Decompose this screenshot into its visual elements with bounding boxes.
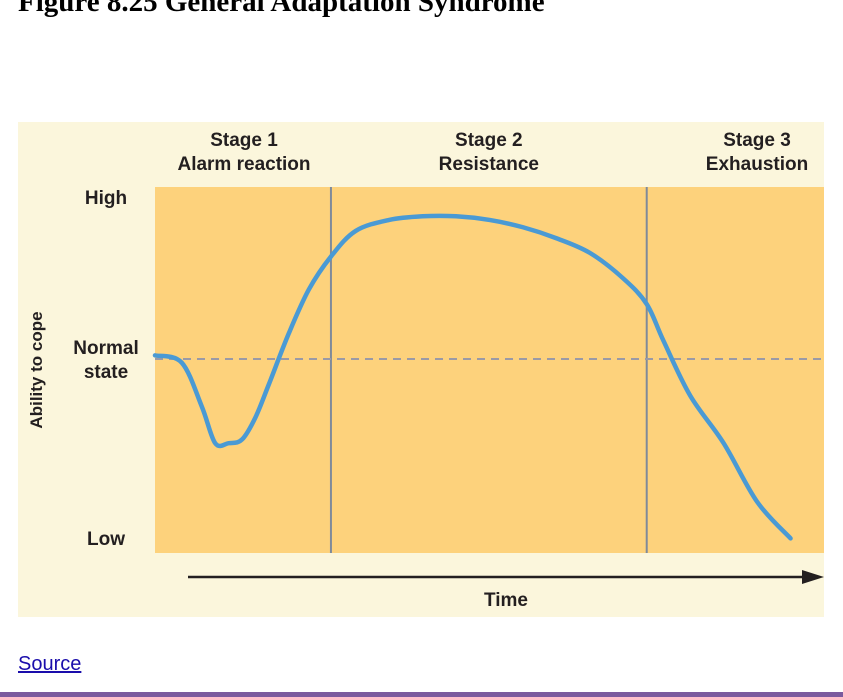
stage-label-name: Exhaustion (706, 154, 808, 175)
figure-title: Figure 8.25 General Adaptation Syndrome (18, 0, 545, 18)
time-arrow-head (802, 570, 824, 584)
coping-curve (152, 213, 793, 541)
stage-label-number: Stage 2 (455, 130, 523, 151)
stage-label-number: Stage 1 (210, 130, 278, 151)
y-tick-label: state (84, 362, 128, 383)
y-tick-label: High (85, 188, 127, 209)
source-link[interactable]: Source (18, 653, 82, 675)
x-axis-title: Time (484, 590, 528, 611)
y-axis-title: Ability to cope (27, 311, 46, 428)
bottom-rule (0, 692, 843, 697)
plot-area (155, 187, 824, 553)
stage-label-name: Resistance (439, 154, 539, 175)
y-tick-label: Low (87, 529, 125, 550)
stage-label-name: Alarm reaction (177, 154, 310, 175)
y-tick-label: Normal (73, 338, 138, 359)
stage-label-number: Stage 3 (723, 130, 791, 151)
adaptation-chart: Stage 1 Alarm reaction Stage 2 Resistance St… (27, 130, 824, 611)
